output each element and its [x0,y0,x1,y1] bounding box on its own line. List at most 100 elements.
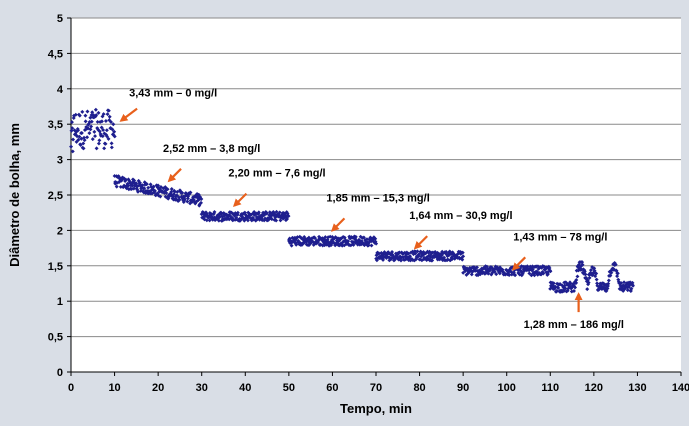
annotation-label: 1,43 mm – 78 mg/l [513,231,607,243]
data-point [185,199,190,204]
data-point [99,119,104,124]
data-point [79,131,84,136]
data-point [88,127,93,132]
data-point [82,138,87,143]
y-axis-label: Diâmetro de bolha, mm [7,123,22,267]
data-point [182,197,187,202]
data-point [551,281,556,286]
annotation-arrow [119,107,138,122]
annotation-label: 3,43 mm – 0 mg/l [129,88,217,100]
data-point [140,183,145,188]
data-point [461,254,466,259]
tick-labels: 00,511,522,533,544,550 10 20 30 40 50 60 70 80 90… [48,13,689,394]
annotations: 3,43 mm – 0 mg/l 2,52 mm – 3,8 mg/l 2,20 m… [119,88,624,331]
y-tick-label: 1,5 [48,261,63,273]
data-point [274,218,279,223]
data-point [124,177,128,182]
data-point [146,185,151,190]
data-point [106,108,111,113]
data-point [109,120,113,124]
data-point [204,218,209,223]
data-point [323,235,328,240]
data-point [444,249,449,254]
data-point [180,190,185,195]
x-tick-label: 140 [672,382,689,394]
data-point [374,241,379,246]
data-point [90,137,95,142]
data-point [109,141,114,146]
data-point [142,186,147,191]
data-point [484,264,489,269]
x-tick-label: 0 [68,382,74,394]
data-point [101,128,106,132]
x-tick-label: 80 [413,382,425,394]
data-point [152,188,157,193]
data-point [71,115,76,120]
y-tick-label: 1 [57,296,63,308]
axes [67,17,682,376]
x-tick-label: 30 [196,382,208,394]
annotation-arrow [413,235,428,250]
data-point [164,191,169,195]
data-point [212,209,217,214]
y-tick-label: 4,5 [48,48,63,60]
data-point [199,200,203,205]
data-point [76,128,81,133]
data-point [165,187,170,192]
x-tick-label: 50 [283,382,295,394]
data-point [96,110,101,115]
data-point [169,189,174,194]
data-point [99,125,104,130]
data-point [111,122,116,127]
x-tick-label: 20 [152,382,164,394]
data-point [80,109,85,114]
data-point [85,109,90,114]
data-point [158,194,163,199]
data-point [71,137,76,142]
x-tick-label: 100 [498,382,516,394]
y-tick-label: 3 [57,155,63,167]
data-point [580,260,585,265]
data-point [73,112,78,117]
data-point [89,124,94,129]
data-point [369,243,374,248]
y-tick-label: 0 [57,367,63,379]
data-point [175,189,180,194]
data-point [130,183,135,188]
data-point [587,275,592,280]
annotation-label: 1,64 mm – 30,9 mg/l [409,210,512,222]
data-point [188,190,193,195]
data-point [103,118,108,123]
data-point [351,242,356,247]
data-point [105,112,110,117]
data-point [574,280,579,285]
data-point [256,210,261,215]
annotation-label: 1,28 mm – 186 mg/l [524,319,624,331]
data-point [497,271,502,276]
y-tick-label: 0,5 [48,332,63,344]
data-point [89,119,94,124]
data-point [507,273,512,278]
data-point [353,234,358,239]
x-tick-label: 110 [541,382,559,394]
x-tick-label: 10 [108,382,120,394]
annotation-arrow [331,217,346,232]
annotation-arrow [167,168,182,183]
data-point [245,218,250,223]
data-point [94,113,99,118]
data-point [415,249,420,254]
data-point [83,113,88,118]
data-point [83,119,88,124]
y-tick-label: 2 [57,225,63,237]
data-point [277,210,282,215]
data-point [235,210,240,215]
annotation-arrow [232,192,248,208]
data-point [94,146,99,151]
data-point [172,189,177,194]
data-point [199,197,204,202]
x-tick-label: 120 [585,382,603,394]
data-point [77,113,82,118]
data-point [69,120,74,125]
